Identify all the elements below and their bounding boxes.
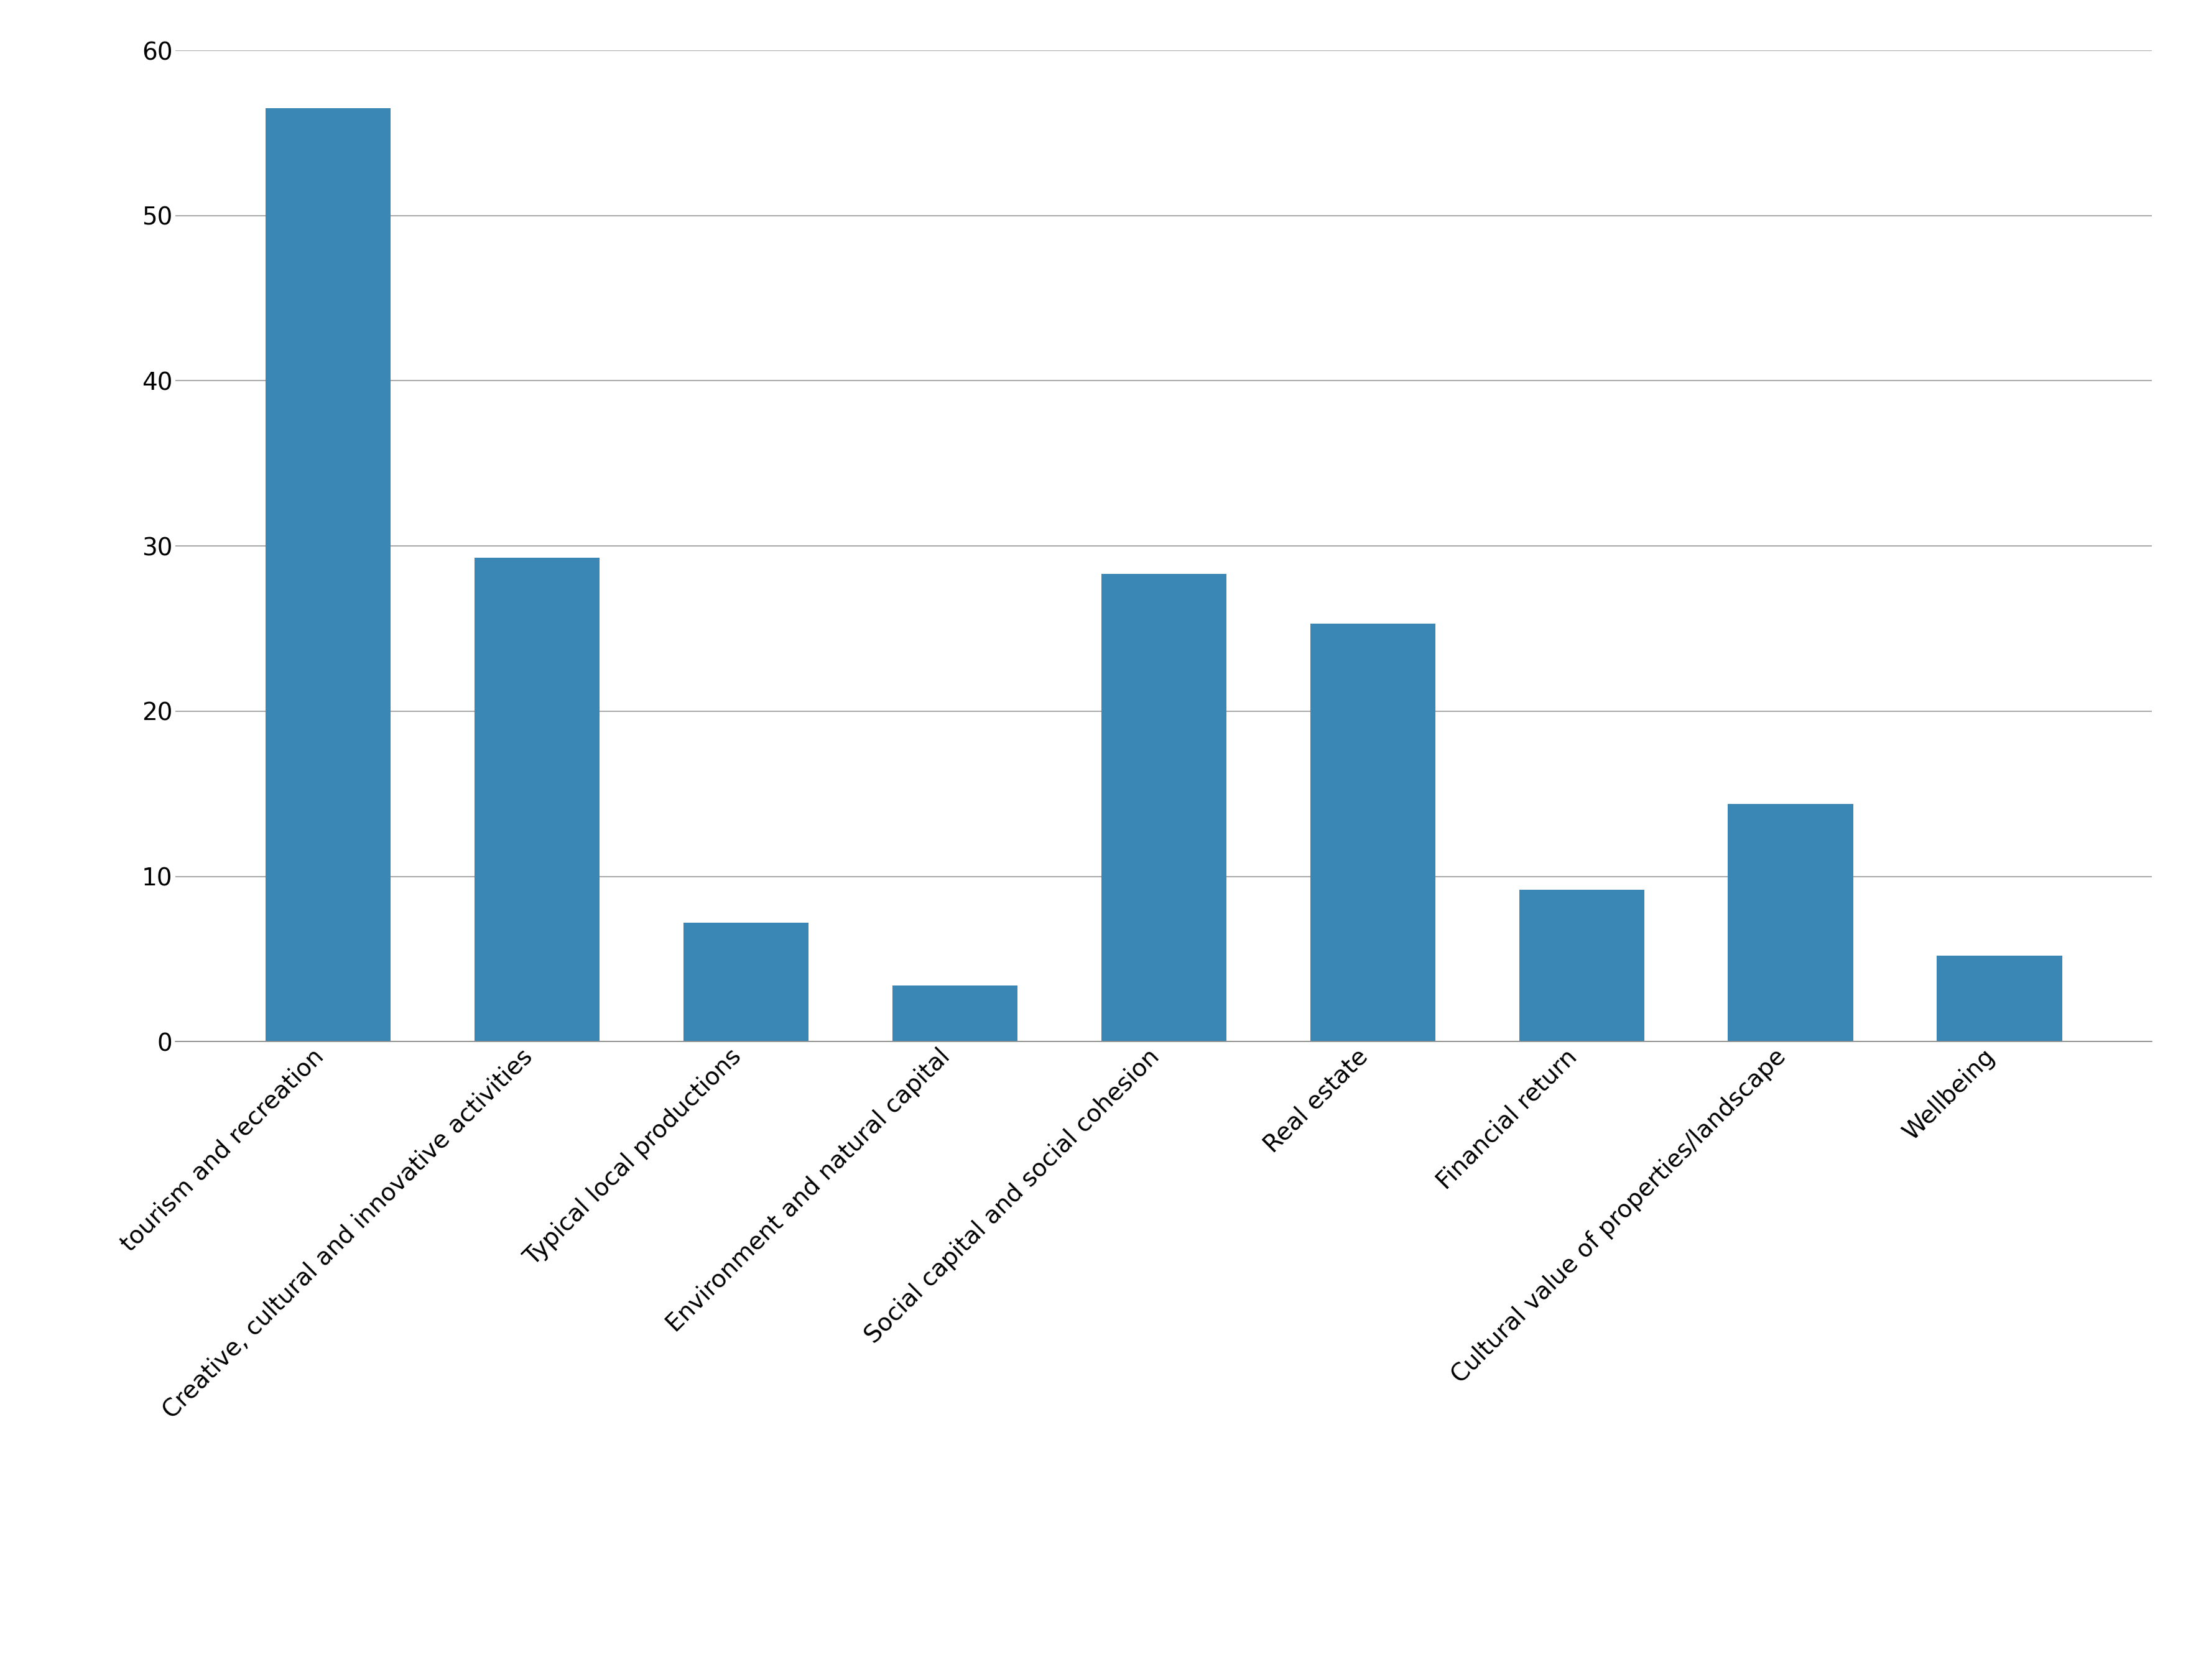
Bar (266, 108, 391, 1042)
Bar (1520, 890, 1645, 1042)
Bar (892, 986, 1017, 1042)
Bar (1937, 956, 2062, 1042)
Bar (474, 558, 600, 1042)
Bar (683, 922, 808, 1042)
Bar (1100, 575, 1228, 1042)
Bar (1311, 623, 1436, 1042)
Bar (1728, 803, 1853, 1042)
